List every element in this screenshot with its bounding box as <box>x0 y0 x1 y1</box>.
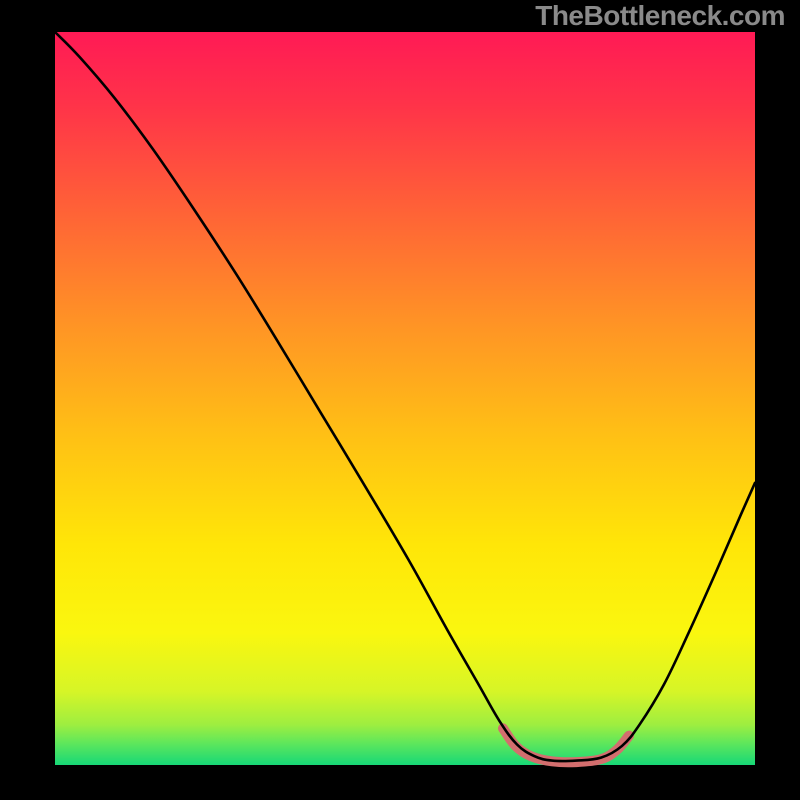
gradient-background <box>55 32 755 765</box>
chart-container: TheBottleneck.com <box>0 0 800 800</box>
bottleneck-chart <box>0 0 800 800</box>
watermark-text: TheBottleneck.com <box>535 0 785 32</box>
